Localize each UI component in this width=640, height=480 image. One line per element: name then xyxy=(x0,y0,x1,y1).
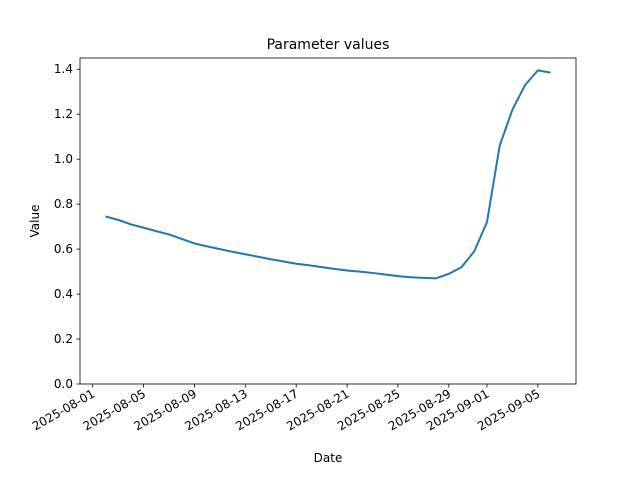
y-axis-label: Value xyxy=(28,205,42,238)
y-tick-label: 0.8 xyxy=(54,197,73,211)
y-tick-label: 1.4 xyxy=(54,62,73,76)
y-tick-label: 1.0 xyxy=(54,152,73,166)
chart-title: Parameter values xyxy=(267,37,390,53)
y-tick-label: 0.6 xyxy=(54,242,73,256)
y-tick-label: 1.2 xyxy=(54,107,73,121)
y-tick-label: 0.4 xyxy=(54,287,73,301)
y-tick-label: 0.0 xyxy=(54,377,73,391)
data-line xyxy=(105,69,551,280)
x-axis-label: Date xyxy=(314,451,343,465)
plot-frame xyxy=(79,57,577,385)
y-tick-label: 0.2 xyxy=(54,332,73,346)
